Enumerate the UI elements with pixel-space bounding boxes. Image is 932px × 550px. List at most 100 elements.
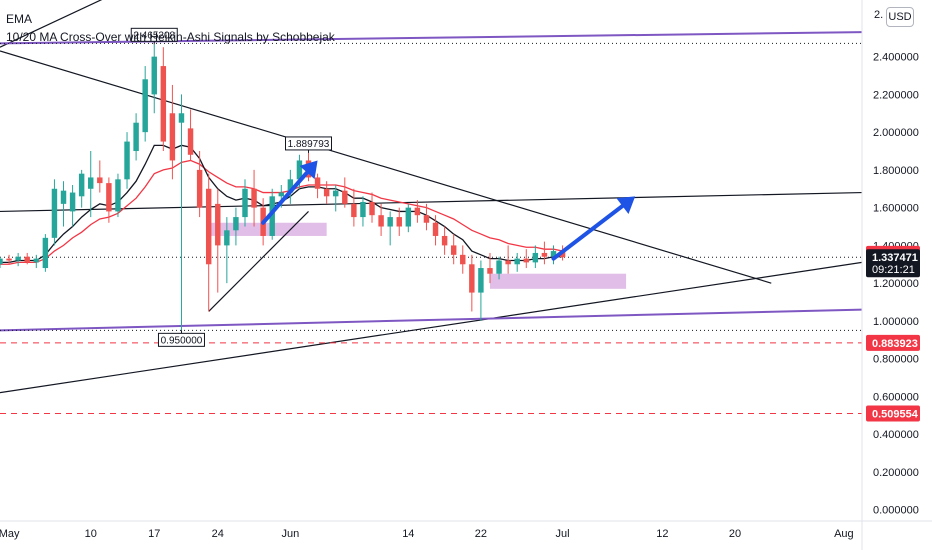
candle-body [469, 264, 475, 293]
candle [550, 245, 557, 265]
legend-indicator[interactable]: EMA [6, 12, 33, 26]
candle [242, 179, 248, 227]
candle [414, 200, 421, 223]
price-annotation: 1.889793 [285, 136, 333, 153]
time-axis[interactable]: May 10 17 24 Jun 14 22 Jul 12 20 Aug [0, 528, 854, 540]
price-axis-top-label: 2. [874, 9, 883, 21]
trendlines [0, 0, 863, 414]
price-tick-label: 0.200000 [873, 467, 919, 479]
candle-body [33, 258, 40, 263]
candle [478, 260, 484, 321]
price-badge-text: 1.337471 [872, 252, 918, 264]
time-tick-label: Jul [556, 528, 570, 540]
candle-body [233, 217, 239, 231]
price-tick-label: 0.600000 [873, 391, 919, 403]
candle-body [505, 260, 511, 265]
candle-body [550, 251, 557, 257]
price-tick-label: 0.000000 [873, 505, 919, 517]
trendline [0, 50, 772, 284]
price-badge: 0.883923 [866, 334, 920, 351]
candle-body [133, 122, 139, 152]
candle [360, 196, 366, 227]
arrow-head [616, 196, 636, 214]
candle [60, 181, 67, 227]
candle [97, 160, 103, 193]
candle-body [106, 183, 112, 212]
candle-body [142, 79, 148, 133]
candle-body [478, 268, 484, 293]
candle [88, 151, 94, 218]
candle-body [296, 160, 303, 180]
candle-body [450, 245, 457, 255]
time-tick-label: 24 [212, 528, 224, 540]
price-badge-text: 0.509554 [872, 408, 919, 420]
price-axis[interactable]: 0.000000 0.200000 0.400000 0.600000 0.800000… [873, 52, 919, 517]
candle-body [169, 113, 176, 161]
annotation-text: 2.465208 [133, 30, 175, 41]
price-tick-label: 2.200000 [873, 89, 919, 101]
candle [224, 217, 230, 284]
candle-body [323, 188, 330, 197]
candle [215, 188, 221, 293]
arrows [261, 160, 636, 261]
candle [15, 252, 21, 267]
price-annotation: 2.465208 [130, 27, 178, 45]
arrow [261, 160, 318, 225]
candle [205, 173, 212, 312]
candle-body [0, 258, 3, 265]
candle [160, 47, 167, 152]
price-badge-bg [866, 405, 920, 422]
candle [450, 234, 457, 265]
candle-body [24, 256, 30, 263]
candle-body [314, 177, 321, 189]
annotation-box [130, 27, 178, 42]
candle-body [97, 177, 103, 184]
candle-body [178, 113, 185, 123]
trendline [0, 308, 863, 332]
price-badge-bg [866, 334, 920, 351]
time-tick-label: 20 [729, 528, 741, 540]
trendline [0, 191, 863, 213]
candle [369, 192, 375, 223]
candle [432, 215, 439, 246]
trendline [208, 210, 309, 312]
annotations: 2.465208 1.889793 0.950000 [130, 27, 333, 347]
time-tick-label: 22 [475, 528, 487, 540]
candle-body [414, 207, 421, 216]
annotation-box [157, 332, 205, 347]
candle [124, 132, 130, 189]
candle-body [496, 260, 502, 274]
candle [233, 207, 239, 246]
candle-body [287, 179, 294, 193]
candle [514, 252, 520, 272]
candle [196, 151, 203, 218]
price-badge-text: 0.883923 [872, 338, 918, 350]
candle-body [115, 179, 121, 212]
legend-study[interactable]: 10/20 MA Cross-Over with Heikin-Ashi Sig… [6, 30, 335, 44]
candle [378, 203, 384, 236]
time-tick-label: May [0, 528, 20, 540]
currency-button[interactable]: USD [886, 7, 914, 27]
candle [115, 173, 121, 218]
candle [423, 203, 430, 231]
candle-body [541, 252, 548, 257]
price-annotation: 0.950000 [157, 330, 205, 347]
candle-body [523, 258, 529, 263]
candle [151, 44, 157, 114]
arrow-head [299, 160, 318, 180]
candle [42, 234, 49, 272]
candle [6, 254, 12, 265]
candle [51, 179, 58, 246]
candle-body [441, 235, 448, 246]
candle-body [224, 230, 230, 246]
candle [396, 207, 402, 236]
candle [532, 245, 539, 269]
candle-body [205, 188, 212, 265]
annotation-text: 0.950000 [161, 335, 203, 346]
time-tick-label: 10 [85, 528, 97, 540]
candle [106, 177, 112, 223]
price-tick-label: 2.000000 [873, 127, 919, 139]
candle-body [532, 252, 539, 263]
